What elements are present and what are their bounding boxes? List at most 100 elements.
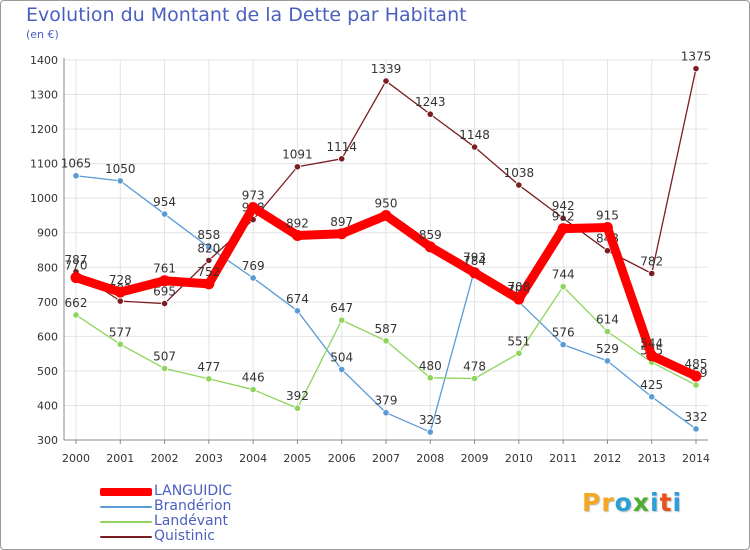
data-point [603,327,612,336]
y-tick-label: 1100 [30,158,58,171]
data-point [116,340,124,348]
data-point [426,374,434,382]
logo-letter: o [614,488,633,517]
data-point [424,241,436,253]
data-label: 897 [330,215,353,229]
data-label: 332 [685,410,708,424]
legend-label: Quistinic [154,528,215,544]
data-point [648,393,656,401]
y-tick-label: 800 [37,261,58,274]
data-point [70,272,82,284]
data-label: 761 [153,262,176,276]
x-tick-label: 2009 [461,452,489,465]
data-point [291,229,303,241]
data-point [72,311,80,319]
unit-label: (en €) [26,28,59,41]
y-tick-label: 600 [37,330,58,343]
data-label: 820 [197,241,220,255]
data-point [559,283,567,291]
data-point [203,278,215,290]
data-point [114,286,126,298]
y-tick-label: 1200 [30,123,58,136]
y-tick-label: 300 [37,434,58,447]
legend-swatch [100,506,152,508]
series-landévant: 662 577 507 477 446 392 647 587 480 478 551 744 614 5… [65,268,707,412]
legend-swatch [100,536,152,538]
data-label: 323 [419,413,442,427]
data-label: 859 [419,228,442,242]
y-tick-label: 400 [37,399,58,412]
legend-label: Brandérion [154,498,232,514]
data-label: 485 [685,357,708,371]
logo-letter: i [672,488,683,517]
data-point [603,357,612,365]
x-tick-label: 2008 [416,452,444,465]
data-label: 478 [463,360,486,374]
data-label: 708 [507,280,530,294]
legend-swatch [100,488,152,496]
data-point [160,210,169,218]
data-point [293,163,302,171]
y-tick-label: 900 [37,227,58,240]
data-point [382,337,390,345]
data-label: 787 [65,253,88,267]
data-point [601,222,613,234]
data-point [205,243,213,251]
data-point [338,155,346,163]
logo-letter: x [632,488,650,517]
data-point [293,404,302,412]
data-point [603,247,612,255]
y-tick-label: 1400 [30,54,58,67]
data-point [648,269,656,278]
x-tick-label: 2001 [106,452,134,465]
data-label: 529 [596,342,619,356]
series-brandérion: 1065 105095485876967450437932379370057652… [61,157,708,436]
data-label: 379 [375,394,398,408]
data-label: 770 [65,259,88,273]
data-label: 577 [109,325,132,339]
data-point [470,374,479,383]
data-label: 662 [65,296,88,310]
data-label: 784 [463,254,486,268]
data-point [336,228,348,240]
data-point [116,297,124,305]
y-tick-label: 700 [37,296,58,309]
data-point [513,293,525,305]
data-label: 1339 [371,62,402,76]
x-tick-label: 2007 [372,452,400,465]
data-label: 576 [552,326,575,340]
y-tick-label: 1300 [30,89,58,102]
data-label: 858 [197,228,220,242]
series-languidic: 770 728 761 752 973 892 897 950 859 784 708 912 915 5… [65,189,708,382]
data-point [293,307,302,315]
data-point [515,181,523,189]
data-point [559,214,567,222]
data-point [247,202,259,214]
x-tick-label: 2000 [62,452,90,465]
data-point [159,275,171,287]
data-point [249,274,257,282]
logo-letter: t [659,488,673,517]
data-label: 892 [286,216,309,230]
data-label: 392 [286,389,309,403]
data-point [205,375,213,383]
data-label: 425 [640,378,663,392]
data-label: 614 [596,313,619,327]
data-point [116,177,124,185]
x-tick-label: 2004 [239,452,267,465]
data-label: 480 [419,359,442,373]
data-point [557,223,569,235]
data-label: 942 [552,199,575,213]
data-point [690,370,702,382]
data-label: 1375 [681,50,712,64]
data-point [382,409,390,417]
data-point [160,364,169,373]
data-label: 915 [596,209,619,223]
x-tick-label: 2011 [549,452,577,465]
x-tick-label: 2003 [195,452,223,465]
data-point [692,65,700,73]
legend-label: LANGUIDIC [154,483,233,499]
legend-item: Landévant [100,514,400,529]
data-label: 769 [242,259,265,273]
